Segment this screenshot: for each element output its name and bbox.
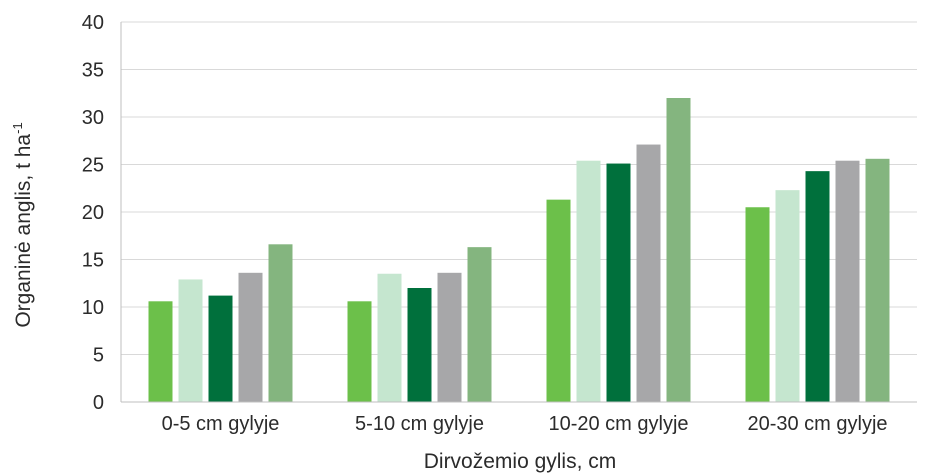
- bar: [268, 244, 293, 402]
- x-tick-label: 10-20 cm gylyje: [548, 413, 688, 435]
- x-tick-labels: 0-5 cm gylyje 5-10 cm gylyje 10-20 cm gyly…: [162, 413, 888, 435]
- y-tick-label: 5: [93, 345, 104, 367]
- x-tick-label: 20-30 cm gylyje: [747, 413, 887, 435]
- bar: [467, 247, 492, 402]
- bar: [835, 160, 860, 402]
- y-axis-title: Organinė anglis, t ha-1: [10, 122, 35, 327]
- y-tick-labels: 0 5 10 15 20 25 30 35 40: [82, 12, 104, 414]
- bars: [148, 98, 890, 403]
- bar: [178, 279, 203, 402]
- x-tick-label: 0-5 cm gylyje: [162, 413, 280, 435]
- bar: [546, 199, 571, 402]
- bar: [238, 272, 263, 402]
- y-tick-label: 15: [82, 250, 104, 272]
- bar: [865, 158, 890, 402]
- bar: [347, 301, 372, 402]
- x-axis-title: Dirvožemio gylis, cm: [424, 450, 617, 473]
- bar: [805, 171, 830, 402]
- bar: [606, 163, 631, 402]
- bar: [775, 190, 800, 402]
- bar: [148, 301, 173, 402]
- y-tick-label: 30: [82, 107, 104, 129]
- y-axis-title-superscript: -1: [10, 122, 25, 134]
- y-axis-title-main: Organinė anglis, t ha: [12, 134, 35, 328]
- bar: [636, 144, 661, 403]
- axes: [120, 22, 917, 403]
- y-tick-label: 20: [82, 202, 104, 224]
- y-tick-label: 25: [82, 155, 104, 177]
- bar: [437, 272, 462, 402]
- y-tick-label: 40: [82, 12, 104, 34]
- bar: [745, 207, 770, 402]
- y-tick-label: 35: [82, 60, 104, 82]
- y-tick-label: 0: [93, 392, 104, 414]
- bar: [666, 98, 691, 402]
- bar: [208, 295, 233, 402]
- bar: [576, 160, 601, 402]
- bar: [407, 288, 432, 402]
- x-tick-label: 5-10 cm gylyje: [355, 413, 484, 435]
- y-tick-label: 10: [82, 297, 104, 319]
- bar: [377, 273, 402, 402]
